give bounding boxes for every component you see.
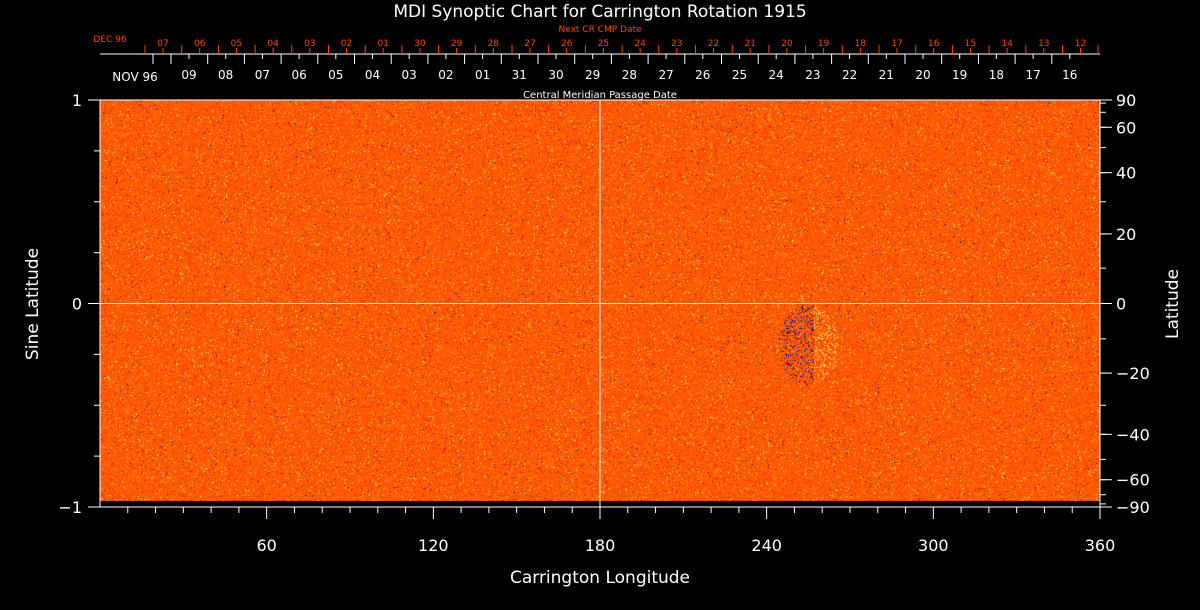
next-cr-date-label: 07: [157, 39, 168, 49]
cmp-date-label: 27: [658, 68, 673, 82]
next-cr-month-label: DEC 96: [93, 35, 126, 45]
cmp-date-label: 16: [1062, 68, 1077, 82]
cmp-date-label: 09: [181, 68, 196, 82]
next-cr-date-label: 30: [414, 39, 426, 49]
cmp-date-label: 02: [438, 68, 453, 82]
cmp-date-label: 07: [255, 68, 270, 82]
next-cr-date-label: 24: [634, 39, 646, 49]
y-right-tick-label: −40: [1116, 425, 1150, 444]
cmp-date-label: 31: [512, 68, 527, 82]
next-cr-date-label: 05: [231, 39, 242, 49]
next-cr-date-label: 14: [1001, 39, 1013, 49]
cmp-date-label: 19: [952, 68, 967, 82]
next-cr-date-label: 29: [451, 39, 463, 49]
y-right-tick-label: −90: [1116, 498, 1150, 517]
cmp-date-label: 28: [622, 68, 637, 82]
next-cr-date-label: 23: [671, 39, 682, 49]
cmp-date-label: 06: [291, 68, 306, 82]
chart-title: MDI Synoptic Chart for Carrington Rotati…: [393, 2, 806, 22]
cmp-date-label: 24: [769, 68, 784, 82]
y-right-tick-label: −20: [1116, 364, 1150, 383]
cmp-date-label: 25: [732, 68, 747, 82]
next-cr-date-label: 28: [488, 39, 500, 49]
cmp-date-label: 20: [915, 68, 930, 82]
next-cr-date-label: 01: [377, 39, 388, 49]
next-cr-date-label: 18: [855, 39, 867, 49]
cmp-date-label: 08: [218, 68, 233, 82]
cmp-date-label: 26: [695, 68, 710, 82]
next-cr-date-label: 22: [708, 39, 719, 49]
next-cr-date-label: 03: [304, 39, 315, 49]
cmp-date-label: 01: [475, 68, 490, 82]
cmp-date-label: 04: [365, 68, 380, 82]
x-tick-label: 240: [751, 536, 782, 555]
cmp-axis-title: Central Meridian Passage Date: [523, 90, 677, 101]
y-right-tick-label: 0: [1116, 295, 1126, 314]
next-cr-date-label: 06: [194, 39, 206, 49]
cmp-date-label: 22: [842, 68, 857, 82]
cmp-date-label: 03: [402, 68, 417, 82]
next-cr-date-label: 27: [524, 39, 535, 49]
next-cr-date-label: 19: [818, 39, 830, 49]
x-tick-label: 60: [256, 536, 276, 555]
next-cr-axis-title: Next CR CMP Date: [558, 25, 642, 35]
y-axis-right-label: Latitude: [1163, 269, 1183, 339]
y-right-tick-label: 20: [1116, 225, 1136, 244]
cmp-date-label: 05: [328, 68, 343, 82]
y-left-tick-label: 0: [72, 295, 82, 314]
y-right-tick-label: −60: [1116, 471, 1150, 490]
y-left-tick-label: 1: [72, 91, 82, 110]
x-tick-label: 180: [585, 536, 616, 555]
cmp-date-label: 17: [1025, 68, 1040, 82]
y-left-tick-label: −1: [58, 498, 82, 517]
next-cr-date-label: 17: [891, 39, 902, 49]
x-tick-label: 360: [1085, 536, 1116, 555]
cmp-date-label: 23: [805, 68, 820, 82]
next-cr-date-label: 13: [1038, 39, 1049, 49]
next-cr-date-label: 20: [781, 39, 793, 49]
x-axis-label: Carrington Longitude: [510, 568, 690, 588]
y-axis-left-label: Sine Latitude: [23, 248, 43, 360]
x-tick-label: 300: [918, 536, 949, 555]
next-cr-date-label: 15: [965, 39, 976, 49]
y-right-tick-label: 90: [1116, 91, 1136, 110]
next-cr-date-label: 02: [341, 39, 352, 49]
next-cr-date-label: 12: [1075, 39, 1086, 49]
y-right-tick-label: 40: [1116, 164, 1136, 183]
x-tick-label: 120: [418, 536, 449, 555]
next-cr-date-label: 26: [561, 39, 573, 49]
next-cr-date-label: 04: [267, 39, 279, 49]
cmp-date-label: 29: [585, 68, 600, 82]
cmp-date-label: 30: [548, 68, 563, 82]
next-cr-date-label: 25: [598, 39, 609, 49]
cmp-date-label: 21: [879, 68, 894, 82]
next-cr-date-label: 16: [928, 39, 940, 49]
cmp-date-label: 18: [989, 68, 1004, 82]
cmp-month-label: NOV 96: [112, 70, 158, 84]
next-cr-date-label: 21: [744, 39, 755, 49]
y-right-tick-label: 60: [1116, 118, 1136, 137]
